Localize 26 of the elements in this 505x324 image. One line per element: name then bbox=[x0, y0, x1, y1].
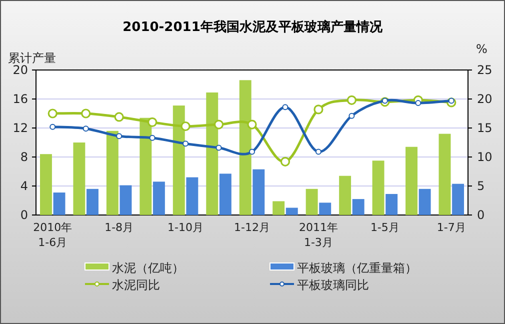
y-tick-label: 20 bbox=[12, 63, 28, 77]
x-tick-label: 1-8月 bbox=[104, 221, 134, 234]
y-tick-label: 8 bbox=[20, 150, 28, 164]
x-tick-label: 1-10月 bbox=[168, 221, 204, 234]
y2-tick-label: 25 bbox=[477, 63, 492, 77]
y2-tick-label: 5 bbox=[477, 179, 485, 193]
legend-label: 平板玻璃同比 bbox=[297, 278, 369, 292]
y-tick-label: 4 bbox=[20, 179, 28, 193]
x-tick-label: 1-7月 bbox=[436, 221, 466, 234]
y-axis-title: 累计产量 bbox=[8, 51, 56, 65]
legend-label: 水泥同比 bbox=[112, 278, 160, 292]
x-tick-label: 1-5月 bbox=[370, 221, 400, 234]
y2-tick-label: 10 bbox=[477, 150, 492, 164]
legend-label: 水泥（亿吨） bbox=[112, 261, 184, 275]
legend-label: 平板玻璃（亿重量箱） bbox=[297, 261, 417, 275]
y-tick-label: 12 bbox=[12, 121, 28, 135]
x-tick-label: 2011年 1-3月 bbox=[298, 221, 338, 249]
x-tick-label: 1-12月 bbox=[234, 221, 270, 234]
chart-title: 2010-2011年我国水泥及平板玻璃产量情况 bbox=[122, 19, 384, 35]
y2-tick-label: 0 bbox=[477, 208, 485, 222]
x-tick-label: 2010年 1-6月 bbox=[33, 221, 72, 249]
y2-axis-title: % bbox=[476, 42, 488, 56]
y-tick-label: 16 bbox=[12, 92, 28, 106]
y2-tick-label: 15 bbox=[477, 121, 492, 135]
y-tick-label: 0 bbox=[20, 208, 28, 222]
y2-tick-label: 20 bbox=[477, 92, 492, 106]
